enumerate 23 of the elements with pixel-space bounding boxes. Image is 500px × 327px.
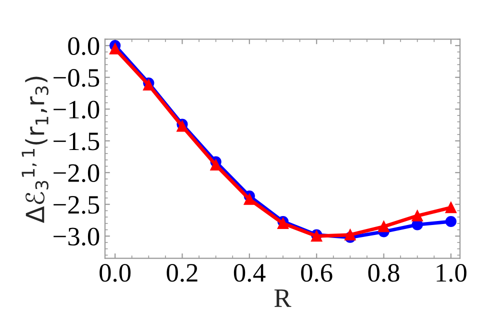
y-tick-label: −0.5 (54, 68, 100, 87)
x-tick-label: 0.2 (166, 264, 198, 282)
point (110, 43, 121, 54)
y-axis-title: Δℰ$_{3}$$^{1,1}$(r$_{1}$,r$_{3}$) (22, 76, 48, 223)
y-tick-label: 0.0 (68, 37, 100, 56)
y-tick-label: −2.5 (54, 196, 100, 214)
point (244, 194, 255, 205)
y-tick-label: −1.5 (54, 132, 100, 150)
y-tick-label: −2.0 (54, 164, 100, 182)
point (378, 221, 390, 232)
x-tick-label: 0.6 (301, 264, 332, 282)
y-tick-label: −1.0 (54, 100, 100, 119)
point (445, 216, 456, 228)
point (344, 229, 356, 240)
y-tick-label: −3.0 (54, 228, 100, 246)
x-tick-label: 1.0 (436, 264, 466, 282)
x-tick-label: 0.4 (234, 264, 266, 282)
x-axis-title: R (274, 290, 292, 307)
x-tick-label: 0.8 (368, 264, 400, 282)
point (412, 210, 423, 222)
x-tick-label: 0.0 (100, 264, 131, 282)
point (445, 202, 456, 214)
point (210, 159, 222, 171)
